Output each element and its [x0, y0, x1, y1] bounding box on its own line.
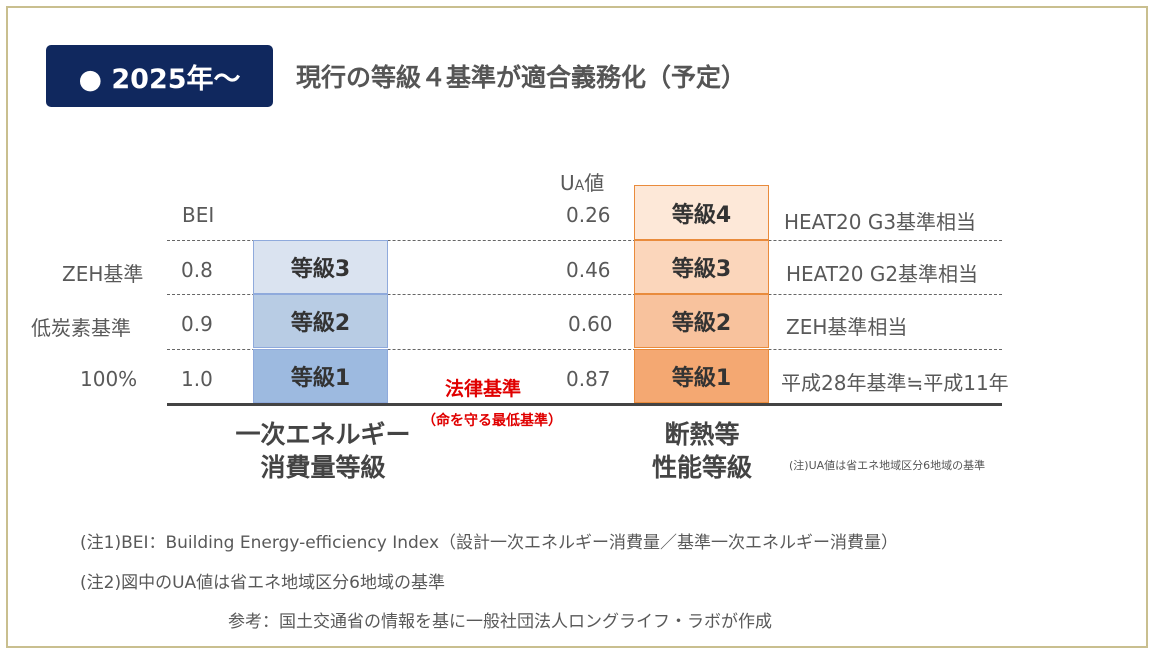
- ua-row-desc: 平成28年基準≒平成11年: [781, 371, 1009, 395]
- bei-row-value: 1.0: [181, 367, 213, 391]
- footnote-2: (注2)図中のUA値は省エネ地域区分6地域の基準: [80, 573, 445, 593]
- ua-row-value: 0.87: [566, 367, 611, 391]
- ua-row-value: 0.46: [566, 258, 611, 282]
- bei-grade-box: 等級1: [253, 349, 388, 403]
- ua-row-value: 0.60: [568, 312, 613, 336]
- bei-row-name: 100%: [80, 367, 138, 391]
- year-badge: ● 2025年～: [46, 45, 273, 107]
- region-note: (注)UA値は省エネ地域区分6地域の基準: [789, 459, 986, 472]
- ua-grade-box: 等級3: [634, 240, 769, 294]
- grade-divider: [167, 240, 1002, 241]
- ua-grade-box: 等級1: [634, 349, 769, 403]
- bei-grade-box: 等級2: [253, 294, 388, 348]
- ua-row-desc: ZEH基準相当: [786, 315, 908, 339]
- ua-grade-box: 等級2: [634, 294, 769, 348]
- outer-frame: [6, 6, 1148, 648]
- ua-axis-header: UA値: [560, 171, 605, 195]
- footnote-1: (注1)BEI：Building Energy-efficiency Index…: [80, 533, 899, 553]
- bei-row-name: 低炭素基準: [31, 316, 131, 340]
- bei-row-name: ZEH基準: [62, 262, 144, 286]
- bei-axis-header: BEI: [182, 203, 215, 227]
- legal-standard-title: 法律基準: [445, 378, 522, 400]
- ua-row-value: 0.26: [566, 203, 611, 227]
- ua-grade-box: 等級4: [634, 185, 769, 240]
- ua-row-desc: HEAT20 G2基準相当: [786, 262, 979, 286]
- headline: 現行の等級４基準が適合義務化（予定）: [296, 63, 747, 92]
- bei-row-value: 0.9: [181, 312, 213, 336]
- bei-row-value: 0.8: [181, 258, 213, 282]
- grade-divider: [167, 349, 1002, 350]
- legal-standard-subtitle: （命を守る最低基準）: [422, 413, 562, 429]
- bei-grade-box: 等級3: [253, 240, 388, 294]
- source-note: 参考：国土交通省の情報を基に一般社団法人ロングライフ・ラボが作成: [228, 612, 772, 632]
- ua-row-desc: HEAT20 G3基準相当: [784, 210, 977, 234]
- bei-category-label: 一次エネルギー 消費量等級: [235, 420, 411, 482]
- grade-divider: [167, 294, 1002, 295]
- ua-category-label: 断熱等 性能等級: [651, 420, 752, 482]
- baseline: [167, 403, 1002, 406]
